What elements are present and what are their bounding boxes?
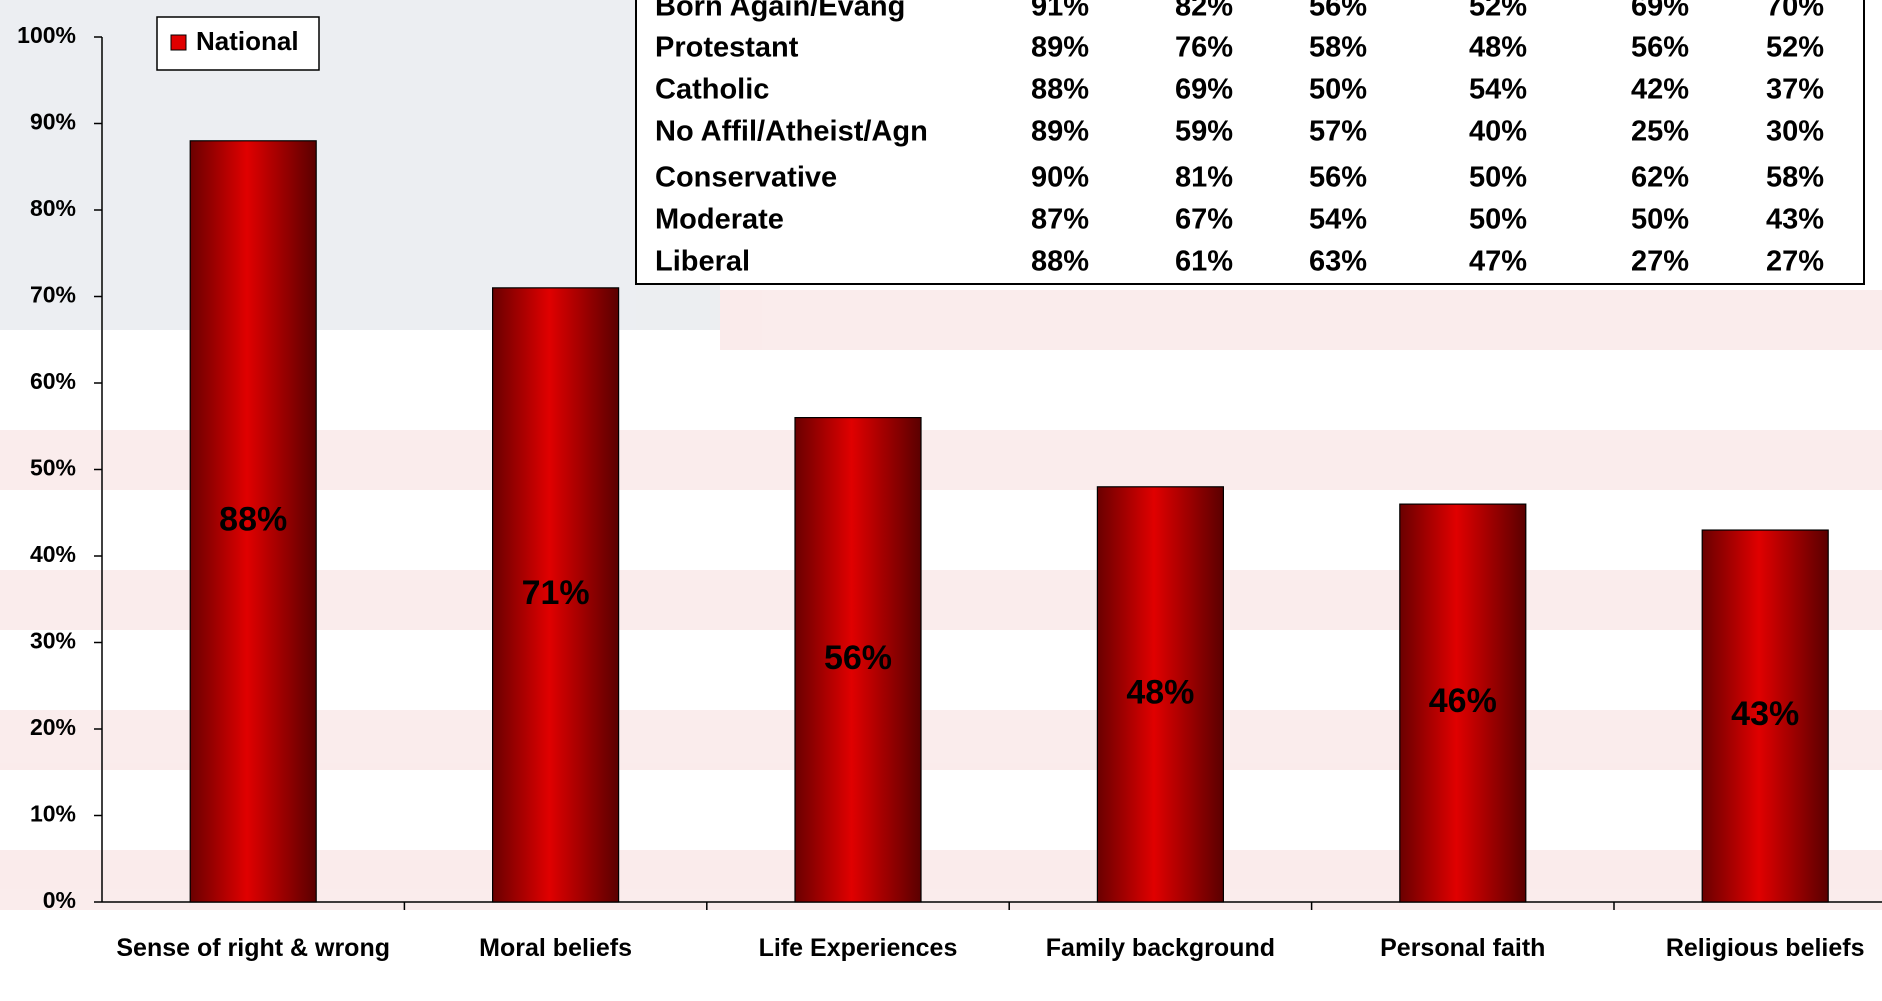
x-tick-label: Life Experiences (758, 934, 958, 962)
table-cell: 91% (1031, 0, 1089, 23)
y-tick-label: 70% (30, 282, 76, 308)
table-row-label: Conservative (655, 162, 837, 194)
table-cell: 76% (1175, 32, 1233, 64)
x-tick-label: Family background (1045, 934, 1275, 962)
table-cell: 42% (1631, 74, 1689, 106)
table-row-label: Protestant (655, 32, 799, 64)
table-cell: 52% (1469, 0, 1527, 23)
legend-label: National (196, 26, 299, 56)
table-cell: 62% (1631, 162, 1689, 194)
value-label: 88% (219, 500, 287, 538)
table-cell: 50% (1469, 162, 1527, 194)
y-tick-label: 10% (30, 801, 76, 827)
table-row-label: Moderate (655, 204, 784, 236)
value-label: 43% (1731, 695, 1799, 733)
table-cell: 54% (1309, 204, 1367, 236)
table-cell: 88% (1031, 74, 1089, 106)
table-cell: 67% (1175, 204, 1233, 236)
table-cell: 37% (1766, 74, 1824, 106)
x-tick-label: Religious beliefs (1665, 934, 1865, 962)
table-cell: 89% (1031, 32, 1089, 64)
table-cell: 69% (1631, 0, 1689, 23)
table-cell: 59% (1175, 116, 1233, 148)
table-cell: 50% (1631, 204, 1689, 236)
table-cell: 27% (1766, 246, 1824, 278)
y-tick-label: 40% (30, 541, 76, 567)
table-cell: 70% (1766, 0, 1824, 23)
table-row-label: Catholic (655, 74, 769, 106)
table-cell: 52% (1766, 32, 1824, 64)
table-cell: 90% (1031, 162, 1089, 194)
table-cell: 48% (1469, 32, 1527, 64)
x-tick-label: Sense of right & wrong (116, 934, 390, 962)
value-label: 71% (522, 574, 590, 612)
table-cell: 56% (1631, 32, 1689, 64)
table-cell: 57% (1309, 116, 1367, 148)
bar (1701, 529, 1829, 903)
y-tick-label: 60% (30, 368, 76, 394)
table-cell: 81% (1175, 162, 1233, 194)
y-tick-label: 0% (43, 887, 76, 913)
bar (794, 417, 922, 903)
table-cell: 50% (1309, 74, 1367, 106)
y-tick-label: 30% (30, 628, 76, 654)
table-cell: 58% (1766, 162, 1824, 194)
y-tick-label: 20% (30, 714, 76, 740)
table-cell: 61% (1175, 246, 1233, 278)
bar (1096, 486, 1225, 903)
table-cell: 87% (1031, 204, 1089, 236)
table-row-label: Born Again/Evang (655, 0, 905, 23)
table-cell: 56% (1309, 0, 1367, 23)
table-cell: 25% (1631, 116, 1689, 148)
legend-swatch (170, 34, 187, 51)
bar (189, 140, 317, 903)
table-cell: 89% (1031, 116, 1089, 148)
table-cell: 43% (1766, 204, 1824, 236)
bar (492, 287, 620, 903)
table-box (635, 0, 1865, 285)
table-row-label: No Affil/Atheist/Agn (655, 116, 928, 148)
x-tick-label: Moral beliefs (479, 934, 632, 962)
table-cell: 63% (1309, 246, 1367, 278)
x-tick-label: Personal faith (1380, 934, 1546, 962)
bar (1399, 503, 1527, 903)
table-row-label: Liberal (655, 246, 750, 278)
table-cell: 88% (1031, 246, 1089, 278)
table-cell: 58% (1309, 32, 1367, 64)
y-tick-label: 100% (17, 22, 76, 48)
table-cell: 47% (1469, 246, 1527, 278)
table-cell: 27% (1631, 246, 1689, 278)
value-label: 56% (824, 639, 892, 677)
y-tick-label: 80% (30, 195, 76, 221)
value-label: 48% (1126, 673, 1194, 711)
y-tick-label: 50% (30, 455, 76, 481)
table-cell: 30% (1766, 116, 1824, 148)
table-cell: 56% (1309, 162, 1367, 194)
table-cell: 50% (1469, 204, 1527, 236)
table-cell: 82% (1175, 0, 1233, 23)
table-cell: 54% (1469, 74, 1527, 106)
table-cell: 40% (1469, 116, 1527, 148)
table-cell: 69% (1175, 74, 1233, 106)
value-label: 46% (1429, 682, 1497, 720)
y-tick-label: 90% (30, 109, 76, 135)
